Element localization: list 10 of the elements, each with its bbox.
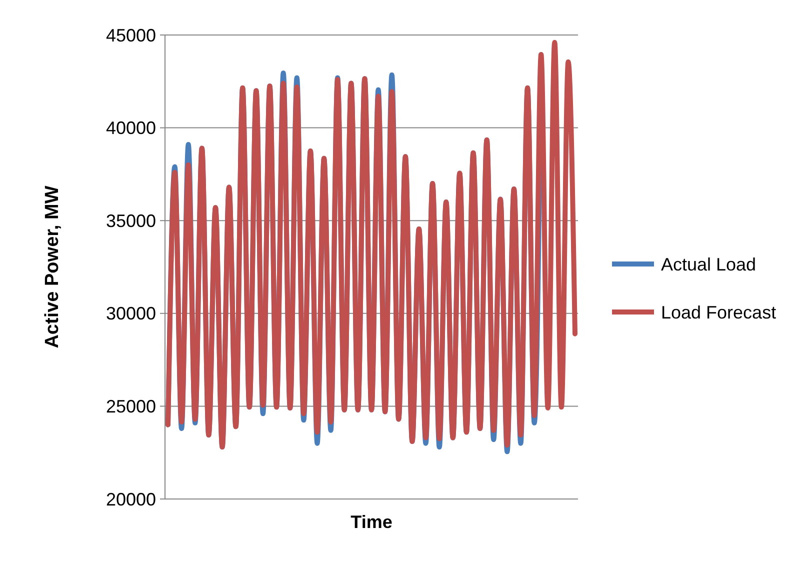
y-tick-label: 25000	[106, 396, 156, 416]
legend-label: Load Forecast	[661, 302, 776, 322]
x-axis-title: Time	[350, 512, 392, 532]
y-tick-label: 45000	[106, 25, 156, 46]
y-tick-label: 40000	[106, 118, 156, 138]
y-tick-label: 35000	[106, 210, 156, 231]
legend-label: Actual Load	[661, 254, 756, 274]
y-tick-label: 20000	[106, 489, 156, 510]
y-axis-title: Active Power, MW	[42, 186, 63, 348]
y-tick-label: 30000	[106, 304, 156, 324]
